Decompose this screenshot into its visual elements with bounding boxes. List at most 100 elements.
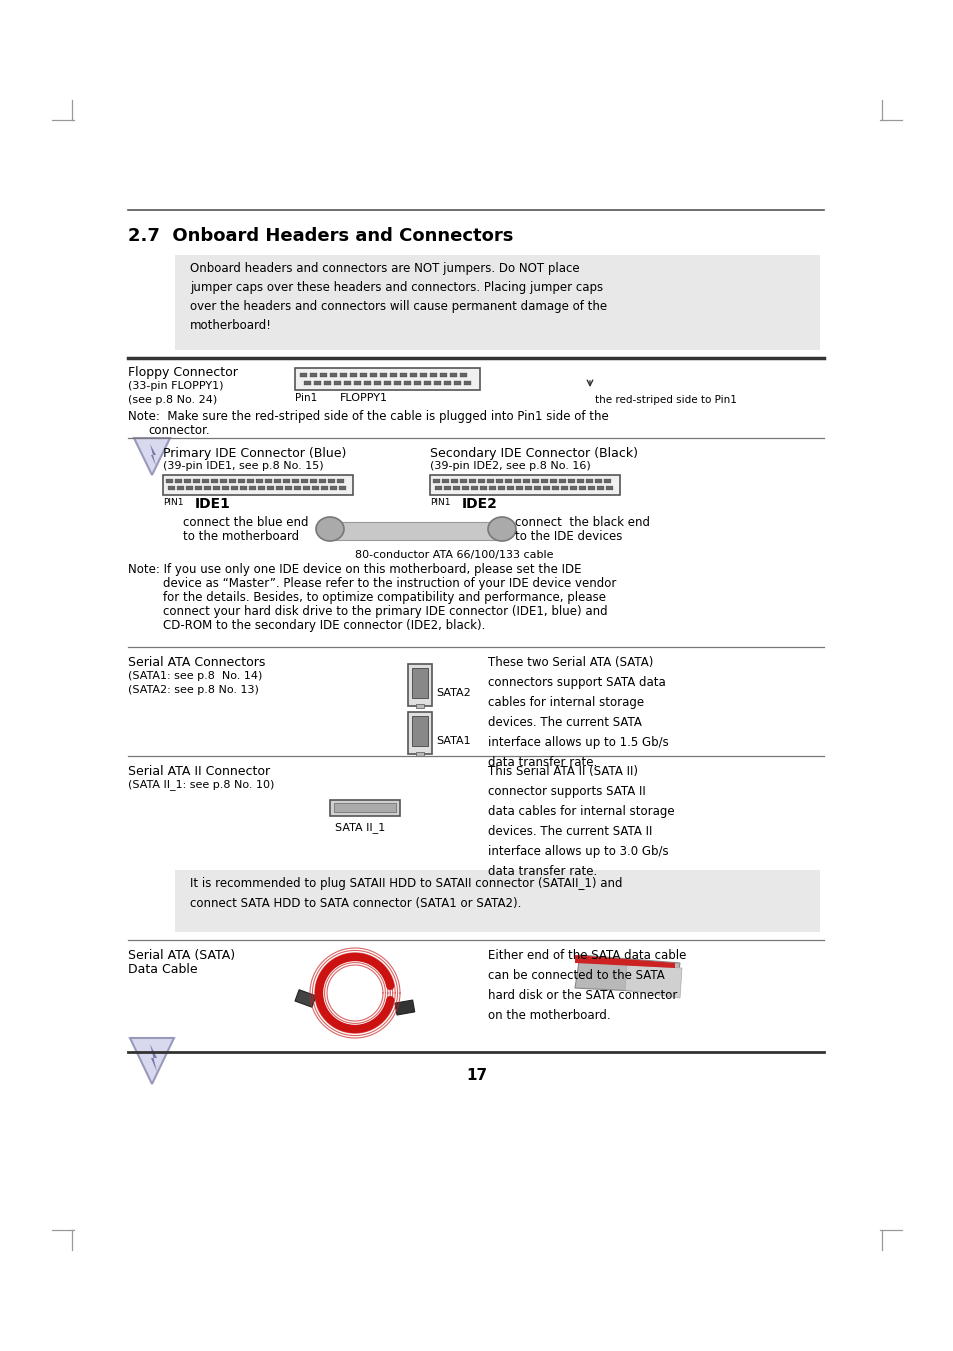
Bar [310, 480, 316, 484]
Bar [186, 486, 193, 490]
Bar [399, 373, 407, 377]
Bar [229, 480, 235, 484]
Bar [578, 486, 585, 490]
Text: Note: If you use only one IDE device on this motherboard, please set the IDE: Note: If you use only one IDE device on … [128, 563, 581, 576]
Text: These two Serial ATA (SATA)
connectors support SATA data
cables for internal sto: These two Serial ATA (SATA) connectors s… [488, 657, 668, 769]
Text: (SATA II_1: see p.8 No. 10): (SATA II_1: see p.8 No. 10) [128, 780, 274, 790]
Bar [330, 486, 336, 490]
Bar [174, 255, 820, 350]
Bar [177, 486, 184, 490]
Text: CD-ROM to the secondary IDE connector (IDE2, black).: CD-ROM to the secondary IDE connector (I… [163, 619, 485, 632]
Bar [330, 800, 399, 816]
Bar [294, 367, 479, 390]
Text: SATA2: SATA2 [436, 688, 470, 698]
Bar [416, 753, 423, 757]
Text: Onboard headers and connectors are NOT jumpers. Do NOT place
jumper caps over th: Onboard headers and connectors are NOT j… [190, 262, 606, 332]
Bar [454, 381, 460, 385]
Bar [303, 486, 310, 490]
Ellipse shape [315, 517, 344, 540]
Bar [569, 486, 577, 490]
Bar [469, 480, 476, 484]
Bar [240, 486, 247, 490]
Bar [193, 480, 200, 484]
Bar [339, 373, 347, 377]
Bar [423, 381, 431, 385]
Bar [338, 486, 346, 490]
Bar [310, 373, 316, 377]
Bar [374, 381, 380, 385]
Text: Either end of the SATA data cable
can be connected to the SATA
hard disk or the : Either end of the SATA data cable can be… [488, 948, 685, 1021]
Bar [504, 480, 512, 484]
Bar [408, 712, 432, 754]
Bar [211, 480, 218, 484]
Bar [496, 480, 502, 484]
Bar [567, 480, 575, 484]
Bar [441, 480, 449, 484]
Bar [213, 486, 220, 490]
Text: connector.: connector. [148, 424, 210, 436]
Bar [237, 480, 245, 484]
Bar [532, 480, 538, 484]
Text: It is recommended to plug SATAII HDD to SATAII connector (SATAII_1) and
connect : It is recommended to plug SATAII HDD to … [190, 877, 622, 911]
Bar [379, 373, 387, 377]
Bar [542, 486, 550, 490]
Text: Note:  Make sure the red-striped side of the cable is plugged into Pin1 side of : Note: Make sure the red-striped side of … [128, 409, 608, 423]
Bar [324, 381, 331, 385]
Bar [506, 486, 514, 490]
Text: IDE2: IDE2 [461, 497, 497, 511]
Bar [534, 486, 540, 490]
Bar [344, 381, 351, 385]
Bar [459, 373, 467, 377]
Bar [194, 486, 202, 490]
Bar [222, 486, 229, 490]
Bar [489, 486, 496, 490]
Polygon shape [150, 444, 156, 466]
Bar [390, 373, 396, 377]
Text: connect  the black end: connect the black end [515, 516, 649, 530]
Polygon shape [130, 1038, 173, 1084]
Bar [334, 381, 340, 385]
Text: Floppy Connector: Floppy Connector [128, 366, 237, 380]
Text: Pin1: Pin1 [294, 393, 317, 403]
Bar [247, 480, 253, 484]
Text: (SATA1: see p.8  No. 14): (SATA1: see p.8 No. 14) [128, 671, 262, 681]
Bar [204, 486, 211, 490]
Text: PIN1: PIN1 [430, 499, 450, 507]
Bar [318, 480, 326, 484]
Bar [471, 486, 477, 490]
Bar [477, 480, 484, 484]
Bar [319, 373, 327, 377]
Text: device as “Master”. Please refer to the instruction of your IDE device vendor: device as “Master”. Please refer to the … [163, 577, 616, 590]
Polygon shape [575, 955, 679, 993]
Text: IDE1: IDE1 [194, 497, 231, 511]
Bar [163, 476, 353, 494]
Text: 80-conductor ATA 66/100/133 cable: 80-conductor ATA 66/100/133 cable [355, 550, 553, 561]
Text: the red-striped side to Pin1: the red-striped side to Pin1 [595, 394, 736, 405]
Bar [174, 870, 820, 932]
Bar [299, 373, 307, 377]
Ellipse shape [488, 517, 516, 540]
Bar [314, 381, 320, 385]
Text: This Serial ATA II (SATA II)
connector supports SATA II
data cables for internal: This Serial ATA II (SATA II) connector s… [488, 765, 674, 878]
Bar [336, 480, 344, 484]
Bar [443, 381, 451, 385]
Text: (see p.8 No. 24): (see p.8 No. 24) [128, 394, 217, 405]
Bar [257, 486, 265, 490]
Bar [292, 480, 298, 484]
Bar [450, 373, 456, 377]
Polygon shape [624, 965, 681, 998]
Bar [451, 480, 457, 484]
Text: to the motherboard: to the motherboard [183, 530, 299, 543]
Bar [274, 480, 281, 484]
Bar [560, 486, 567, 490]
Text: connect your hard disk drive to the primary IDE connector (IDE1, blue) and: connect your hard disk drive to the prim… [163, 605, 607, 617]
Text: (39-pin IDE1, see p.8 No. 15): (39-pin IDE1, see p.8 No. 15) [163, 461, 323, 471]
Bar [459, 480, 467, 484]
Bar [328, 480, 335, 484]
Bar [283, 480, 290, 484]
Text: SATA1: SATA1 [436, 736, 470, 746]
Bar [552, 486, 558, 490]
Bar [430, 476, 619, 494]
Text: 17: 17 [466, 1069, 487, 1084]
Text: 2.7  Onboard Headers and Connectors: 2.7 Onboard Headers and Connectors [128, 227, 513, 245]
